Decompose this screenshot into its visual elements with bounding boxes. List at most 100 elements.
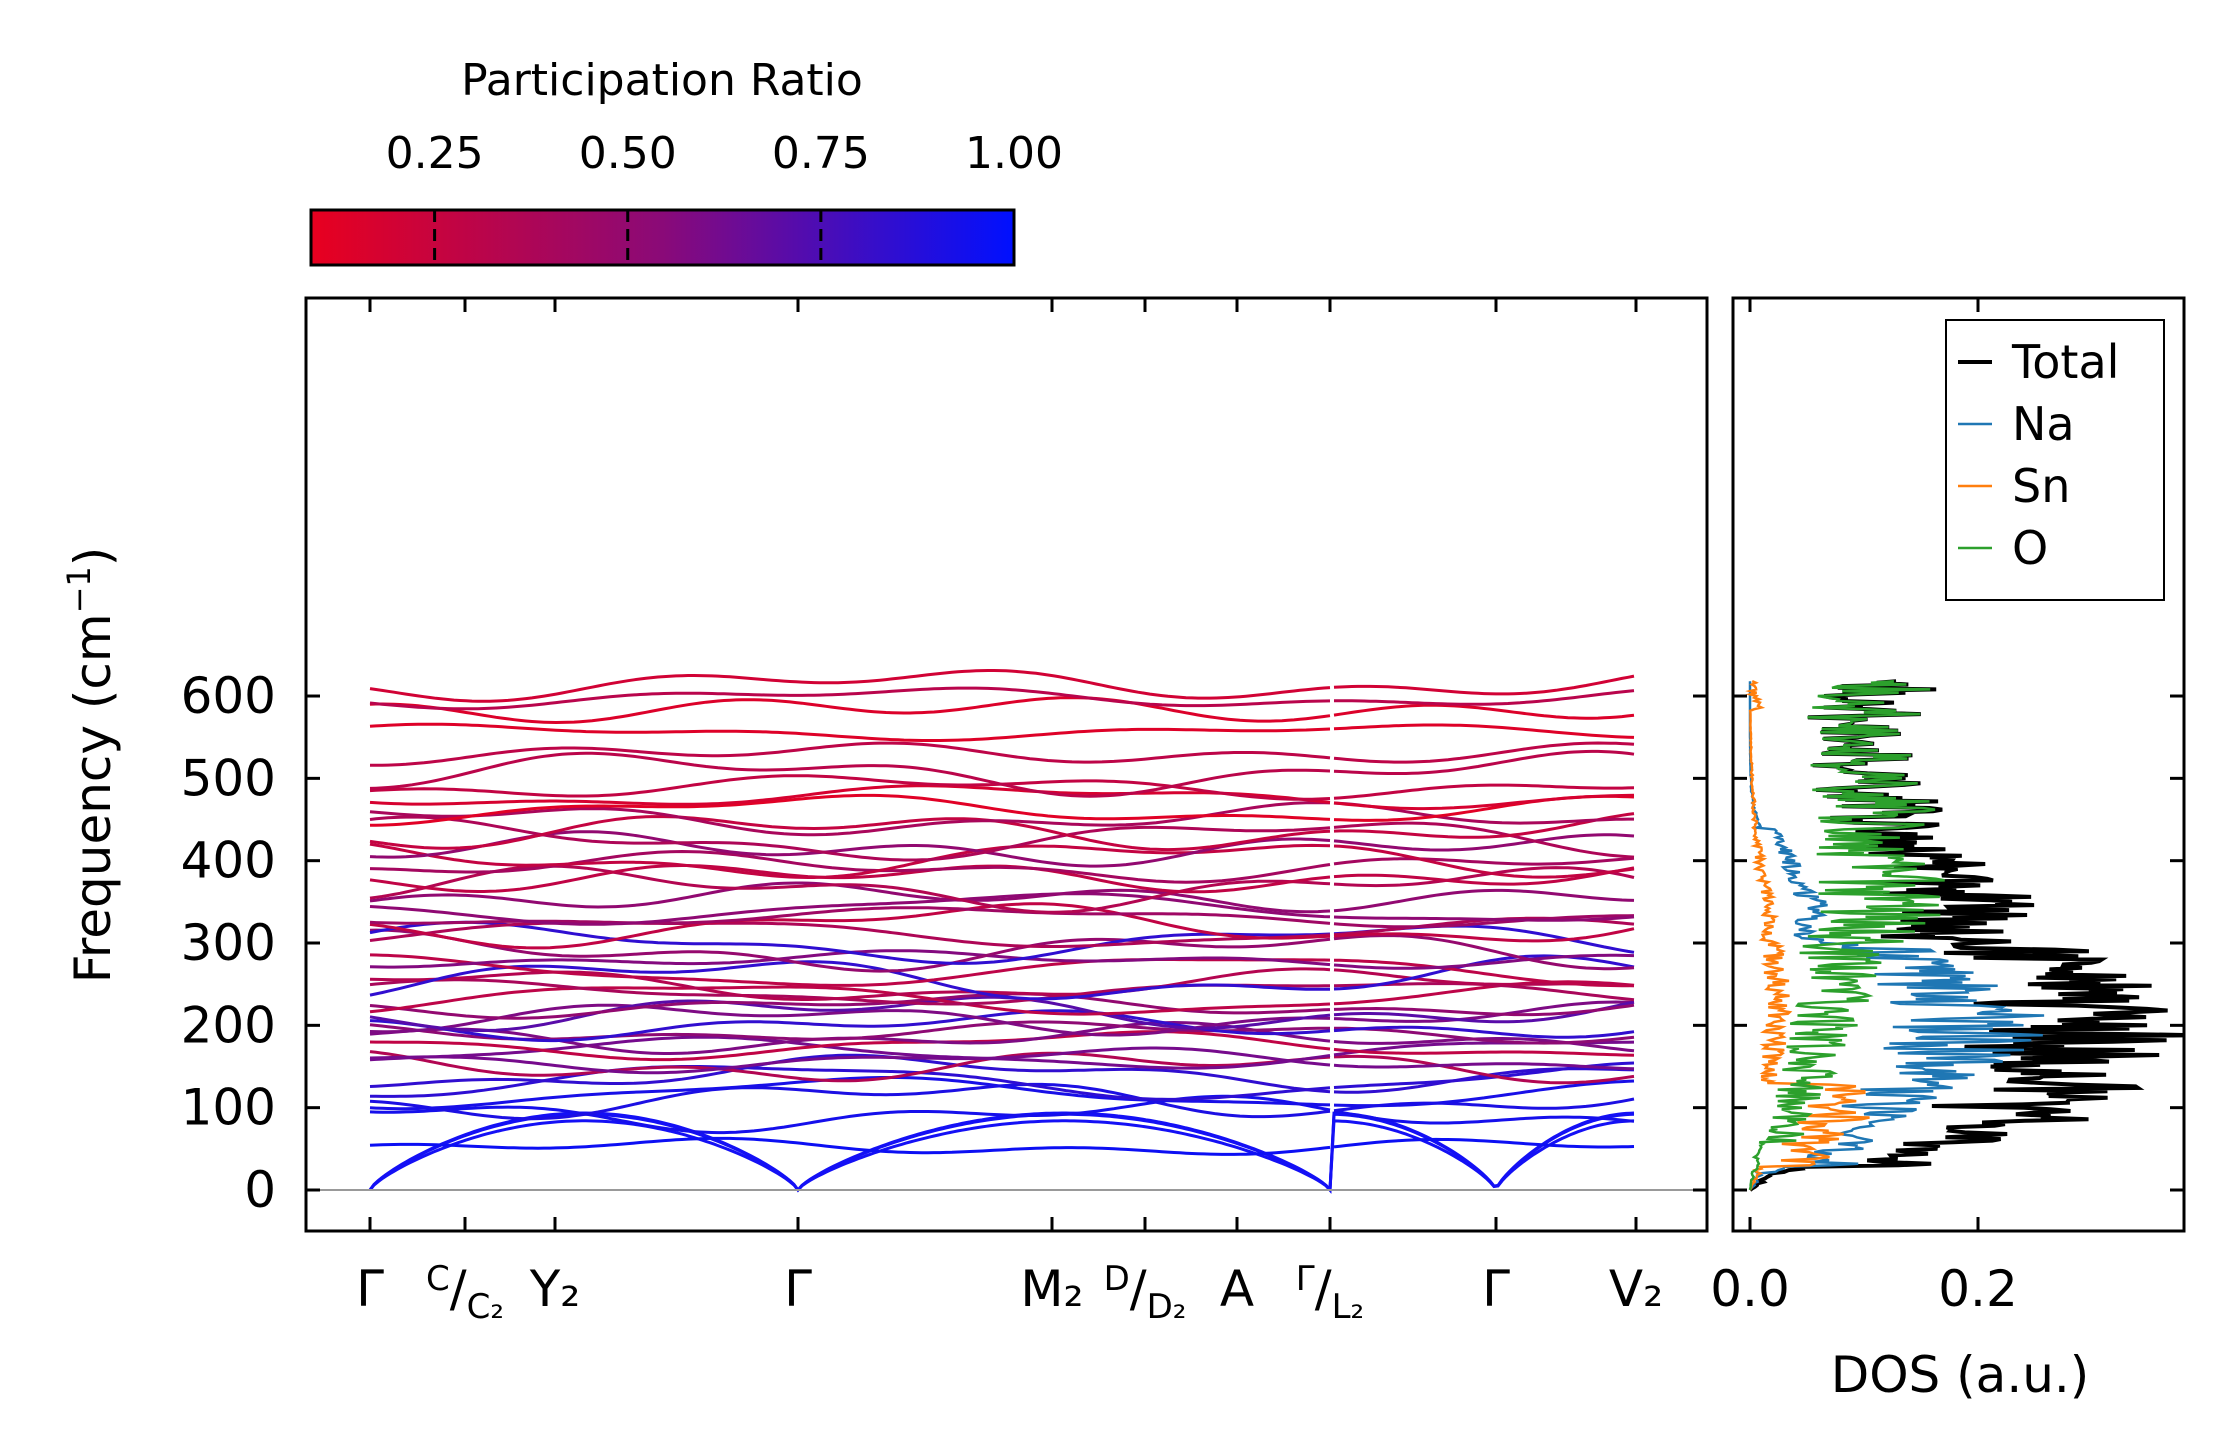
phonon-band <box>1333 1109 1635 1125</box>
phonon-band <box>1333 723 1635 739</box>
phonon-band <box>1333 866 1635 888</box>
x-tick-label: V₂ <box>1609 1260 1663 1318</box>
dos-line-na <box>1748 681 2045 1191</box>
phonon-band <box>369 902 1331 950</box>
band-structure-panel: 0 100 200 300 400 500 600 Γ C/C₂ Y₂ Γ M₂ D/D₂ A Γ/L₂ Γ… <box>60 296 1709 1327</box>
phonon-band <box>369 985 1331 1016</box>
y-tick-label: 300 <box>181 914 276 972</box>
phonon-band <box>369 1082 1331 1121</box>
colorbar-gradient <box>309 208 1016 267</box>
x-tick-label: C/C₂ <box>426 1259 504 1327</box>
y-tick-label: 500 <box>181 749 276 807</box>
phonon-band <box>369 849 1331 884</box>
dos-line-sn <box>1745 680 1870 1191</box>
phonon-band <box>369 864 1331 894</box>
phonon-band <box>1333 1000 1635 1023</box>
phonon-band <box>1333 953 1635 970</box>
phonon-band <box>1333 980 1635 1006</box>
y-tick-label: 200 <box>181 996 276 1054</box>
y-tick-label: 0 <box>244 1161 276 1219</box>
phonon-band <box>1333 1026 1635 1045</box>
phonon-band <box>369 1053 1331 1094</box>
legend-label: Na <box>2012 397 2075 451</box>
x-tick-label: M₂ <box>1020 1260 1083 1318</box>
colorbar-title: Participation Ratio <box>461 55 863 106</box>
phonon-band <box>369 1050 1331 1083</box>
colorbar-tick-label: 0.75 <box>772 128 870 179</box>
y-axis-label: Frequency (cm−1) <box>60 547 122 984</box>
phonon-band <box>369 751 1331 798</box>
phonon-band <box>1333 741 1635 764</box>
phonon-band <box>369 842 1331 879</box>
phonon-band <box>1333 927 1635 943</box>
y-tick-label: 600 <box>181 667 276 725</box>
phonon-band <box>1333 1062 1635 1071</box>
x-tick-label: Γ/L₂ <box>1296 1259 1364 1327</box>
colorbar: Participation Ratio 0.25 0.50 0.75 1.00 <box>309 55 1063 267</box>
colorbar-tick-label: 0.25 <box>386 128 484 179</box>
colorbar-tick-label: 0.50 <box>579 128 677 179</box>
legend-frame <box>1945 319 2165 601</box>
dos-x-tick-label: 0.0 <box>1710 1260 1790 1318</box>
phonon-band <box>369 920 1331 965</box>
phonon-band <box>1333 812 1635 839</box>
phonon-band <box>369 1136 1331 1156</box>
x-tick-label: D/D₂ <box>1104 1259 1187 1327</box>
phonon-band <box>1333 856 1635 866</box>
phonon-band <box>369 815 1331 862</box>
phonon-band <box>369 793 1331 827</box>
dos-x-axis-label: DOS (a.u.) <box>1831 1346 2090 1404</box>
phonon-band <box>369 801 1331 837</box>
phonon-band <box>369 815 1331 852</box>
phonon-band <box>1333 1054 1635 1085</box>
phonon-band <box>1333 821 1635 859</box>
legend-label: Total <box>2011 335 2119 389</box>
y-tick-label: 400 <box>181 832 276 890</box>
phonon-band <box>1333 914 1635 929</box>
phonon-band <box>369 722 1331 742</box>
phonon-band <box>369 1003 1331 1037</box>
phonon-band <box>1333 703 1635 720</box>
legend-label: O <box>2012 521 2048 575</box>
phonon-band <box>369 1035 1331 1070</box>
phonon-band <box>1333 1047 1635 1057</box>
phonon-band <box>1333 866 1635 886</box>
phonon-band <box>369 1046 1331 1075</box>
phonon-band <box>1333 1025 1635 1039</box>
x-tick-label: Γ <box>784 1260 812 1318</box>
phonon-band <box>369 741 1331 767</box>
dos-legend: Total Na Sn O <box>1945 319 2165 601</box>
phonon-band <box>1333 783 1635 800</box>
dos-panel: 0.0 0.2 DOS (a.u.) Total Na Sn O <box>1710 296 2186 1404</box>
dos-line-o <box>1748 679 1945 1191</box>
phonon-band <box>369 669 1331 703</box>
y-tick-label: 100 <box>181 1079 276 1137</box>
x-tick-label: Y₂ <box>529 1260 581 1318</box>
phonon-band <box>1333 954 1635 991</box>
x-tick-label: A <box>1220 1260 1254 1318</box>
phonon-band <box>1333 1003 1635 1017</box>
legend-label: Sn <box>2012 459 2070 513</box>
phonon-band <box>1333 934 1635 971</box>
phonon-band <box>369 696 1331 725</box>
phonon-band <box>1333 958 1635 988</box>
x-tick-label: Γ <box>356 1260 384 1318</box>
phonon-band <box>1333 1137 1635 1149</box>
dos-x-tick-label: 0.2 <box>1938 1260 2018 1318</box>
phonon-band <box>369 1065 1331 1101</box>
colorbar-tick-label: 1.00 <box>965 128 1063 179</box>
phonon-band <box>1333 793 1635 811</box>
phonon-band <box>369 960 1331 1001</box>
phonon-band <box>369 1009 1331 1043</box>
phonon-band <box>369 928 1331 973</box>
phonon-band <box>369 995 1331 1032</box>
phonon-band <box>369 784 1331 806</box>
x-tick-label: Γ <box>1482 1260 1510 1318</box>
phonon-band <box>369 992 1331 1020</box>
phonon-band <box>369 892 1331 926</box>
acoustic-branch <box>368 1119 1635 1194</box>
phonon-band <box>1333 915 1635 922</box>
phonon-band <box>1333 1079 1635 1108</box>
phonon-band <box>1334 689 1635 706</box>
